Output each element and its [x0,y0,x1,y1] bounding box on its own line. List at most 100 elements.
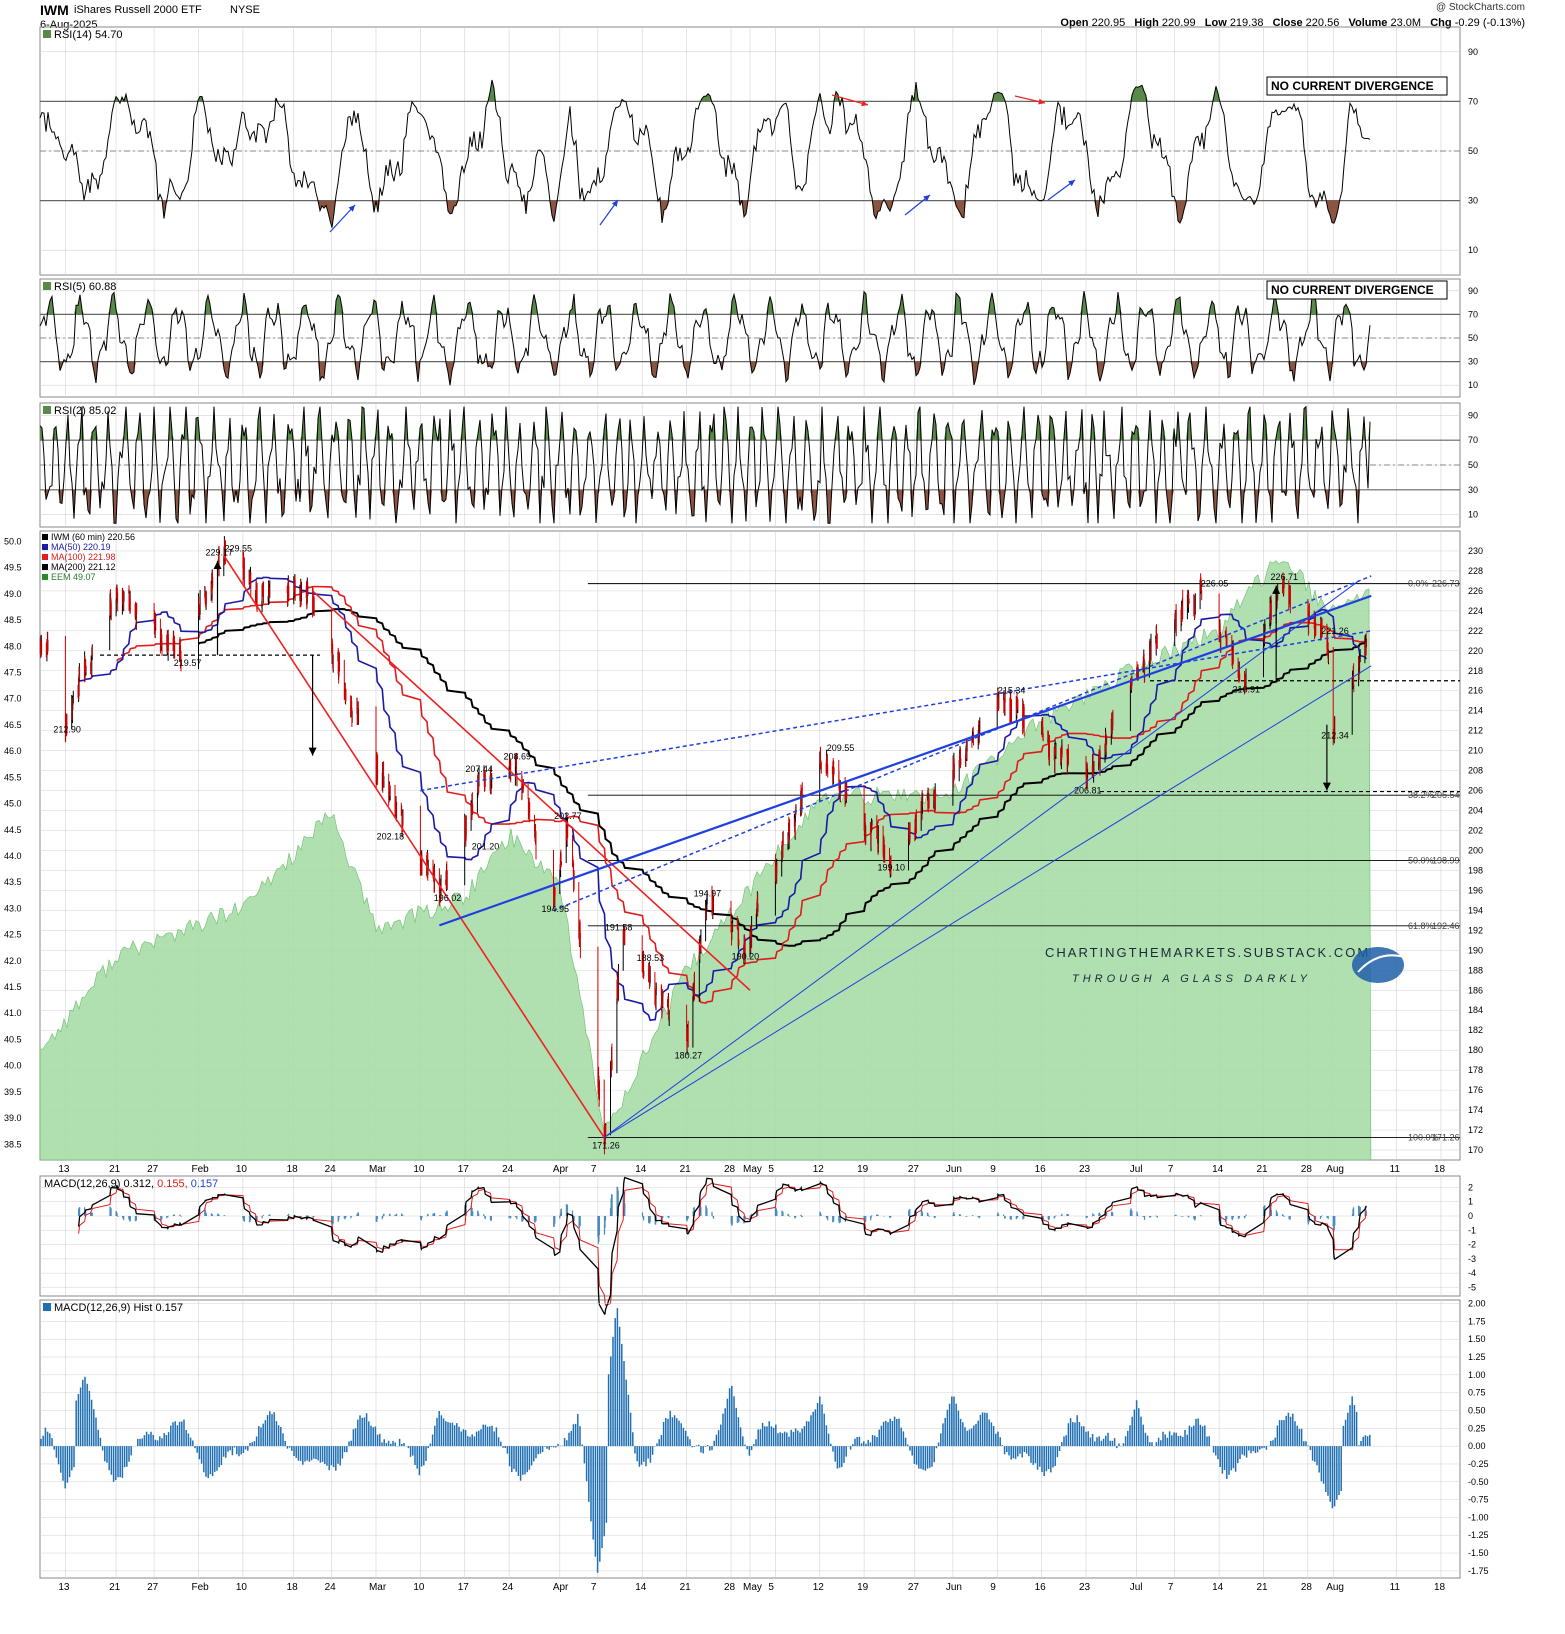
eem-tick-label: 45.5 [4,772,22,782]
macd-tick-label: -4 [1468,1268,1476,1278]
eem-tick-label: 48.0 [4,641,22,651]
rsi14-annotation-box [1266,76,1448,96]
eem-tick-label: 41.0 [4,1008,22,1018]
price-tick-label: 210 [1468,746,1483,756]
rsi14-tick-label: 50 [1468,146,1478,156]
price-x-label: 18 [1434,1164,1446,1175]
eem-tick-label: 39.5 [4,1087,22,1097]
eem-tick-label: 46.5 [4,720,22,730]
eem-tick-label: 47.0 [4,694,22,704]
rsi5-title: RSI(5) 60.88 [54,281,116,293]
hist-x-label: 11 [1390,1582,1401,1593]
price-label: 215.34 [998,685,1026,695]
price-label: 202.77 [554,811,582,821]
hist-x-label: 18 [287,1582,299,1593]
volume-value: 23.0M [1390,17,1422,29]
eem-tick-label: 47.5 [4,668,22,678]
price-x-label: 14 [635,1164,647,1175]
hist-x-label: Feb [191,1582,209,1593]
hist-x-label: Jul [1130,1582,1143,1593]
price-label: 229.17 [206,547,234,557]
price-label: 219.57 [174,658,202,668]
price-tick-label: 222 [1468,626,1483,636]
price-x-label: Apr [553,1164,569,1175]
blue-fan-line-1 [603,580,1359,1138]
price-x-label: 7 [1168,1164,1174,1175]
macd-histogram [78,1186,1367,1244]
price-tick-label: 230 [1468,546,1483,556]
rsi14-divergence-arrowhead-3 [1068,180,1075,187]
hist-tick-label: -1.75 [1468,1566,1489,1576]
price-tick-label: 198 [1468,865,1483,875]
red-channel-line-2 [312,590,751,991]
rsi14-tick-label: 90 [1468,47,1478,57]
price-label: 180.27 [675,1050,703,1060]
low-value: 219.38 [1229,17,1264,29]
eem-tick-label: 49.0 [4,589,22,599]
hist-tick-label: -1.50 [1468,1548,1489,1558]
price-x-label: Feb [191,1164,209,1175]
rsi5-tick-label: 50 [1468,333,1478,343]
hist-tick-label: -0.75 [1468,1495,1489,1505]
price-legend-swatch [42,534,48,540]
watermark-logo-icon [1352,947,1404,983]
eem-tick-label: 42.5 [4,930,22,940]
price-x-label: 23 [1079,1164,1091,1175]
rsi2-overbought-fill [40,406,1370,441]
eem-tick-label: 39.0 [4,1113,22,1123]
macd-tick-label: -2 [1468,1240,1476,1250]
price-tick-label: 174 [1468,1105,1483,1115]
rsi2-tick-label: 70 [1468,435,1478,445]
macd-signal-line [78,1181,1367,1306]
price-x-label: Aug [1326,1164,1344,1175]
hist-bars [40,1308,1371,1573]
rsi5-tick-label: 30 [1468,357,1478,367]
hist-tick-label: -0.25 [1468,1459,1489,1469]
rsi14-title: RSI(14) 54.70 [54,29,122,41]
hist-x-label: 5 [768,1582,774,1593]
price-legend-label: IWM (60 min) 220.56 [51,532,135,542]
rsi14-divergence-arrowhead-2 [923,195,930,202]
target-arrowhead-1 [308,747,317,756]
price-tick-label: 226 [1468,586,1483,596]
hist-x-label: 7 [1168,1582,1174,1593]
price-x-label: 13 [58,1164,70,1175]
price-x-label: 27 [147,1164,159,1175]
macd-tick-label: 2 [1468,1182,1473,1192]
price-x-label: 10 [413,1164,425,1175]
hist-x-label: Aug [1326,1582,1344,1593]
chg-value: -0.29 (-0.13%) [1454,17,1525,29]
hist-tick-label: 2.00 [1468,1299,1486,1309]
hist-x-label: 17 [458,1582,470,1593]
price-legend-label: MA(100) 221.98 [51,552,116,562]
hist-tick-label: 0.75 [1468,1388,1486,1398]
price-x-label: 19 [857,1164,869,1175]
fib-pct-label: 50.0% [1408,856,1434,866]
hist-tick-label: 1.50 [1468,1334,1486,1344]
macd-tick-label: 0 [1468,1211,1473,1221]
hist-x-label: 23 [1079,1582,1091,1593]
eem-tick-label: 48.5 [4,615,22,625]
rsi2-line [39,405,1371,524]
target-arrowhead-3 [1322,782,1331,791]
rsi2-legend-swatch [43,406,51,414]
hist-tick-label: 0.50 [1468,1405,1486,1415]
price-label: 191.58 [605,923,633,933]
macd-title: MACD(12,26,9) 0.312, 0.155, 0.157 [44,1178,218,1190]
hist-x-label: May [743,1582,762,1593]
fib-value-label: 198.99 [1432,856,1460,866]
high-value: 220.99 [1161,17,1196,29]
fib-value-label: 192.46 [1432,921,1460,931]
rsi2-tick-label: 30 [1468,485,1478,495]
price-x-label: 9 [990,1164,996,1175]
hist-x-label: 7 [591,1582,597,1593]
price-label: 226.05 [1201,578,1229,588]
hist-x-label: Jun [946,1582,962,1593]
blue-fan-line-2 [603,665,1372,1138]
price-label: 207.44 [465,764,493,774]
price-bars-down [40,539,1367,1155]
price-label: 206.81 [1074,786,1102,796]
price-tick-label: 184 [1468,1005,1483,1015]
eem-tick-label: 44.5 [4,825,22,835]
eem-tick-label: 41.5 [4,982,22,992]
